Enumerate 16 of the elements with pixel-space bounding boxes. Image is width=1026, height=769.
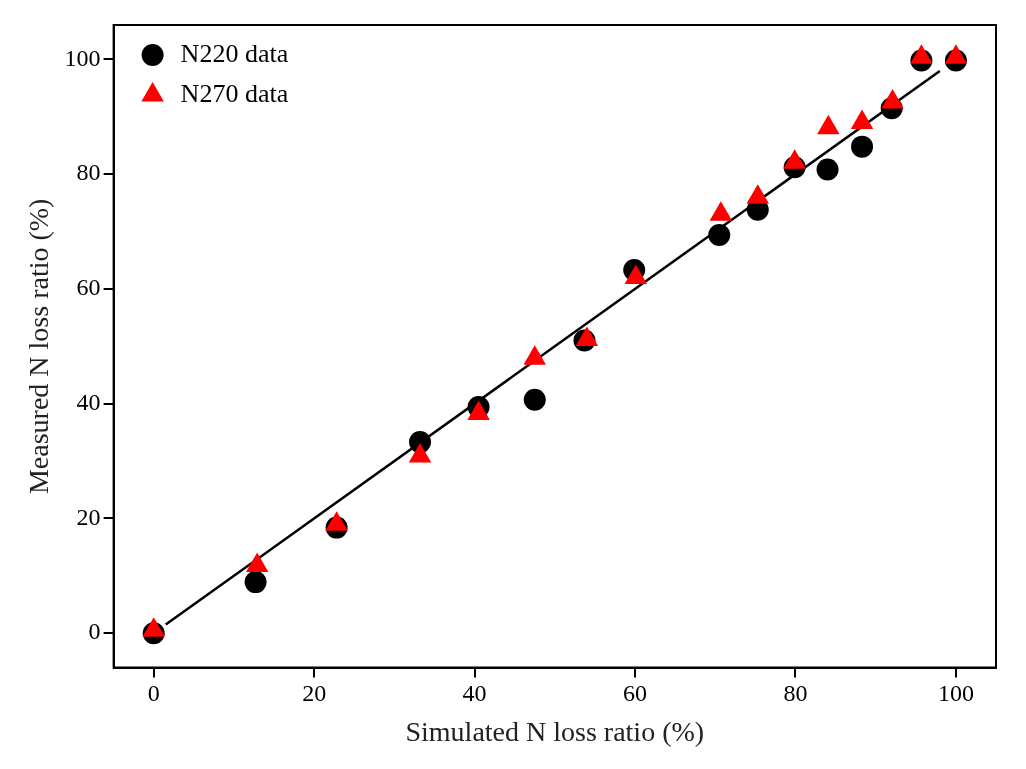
x-tick-label: 0 xyxy=(147,680,160,707)
x-tick-label: 20 xyxy=(302,680,327,707)
x-tick-label: 80 xyxy=(783,680,808,707)
y-tick-label: 0 xyxy=(88,618,101,645)
x-axis-title: Simulated N loss ratio (%) xyxy=(405,715,705,747)
y-tick-label: 80 xyxy=(76,159,101,186)
x-tick-label: 60 xyxy=(623,680,648,707)
legend-label: N220 data xyxy=(180,38,289,68)
y-axis-title: Measured N loss ratio (%) xyxy=(23,198,55,495)
x-tick-label: 40 xyxy=(462,680,487,707)
y-tick-label: 60 xyxy=(76,274,101,301)
y-tick-label: 20 xyxy=(76,503,101,530)
y-tick-label: 100 xyxy=(64,44,101,71)
legend-label: N270 data xyxy=(180,78,289,108)
y-tick-label: 40 xyxy=(76,388,101,415)
x-tick-label: 100 xyxy=(937,680,974,707)
